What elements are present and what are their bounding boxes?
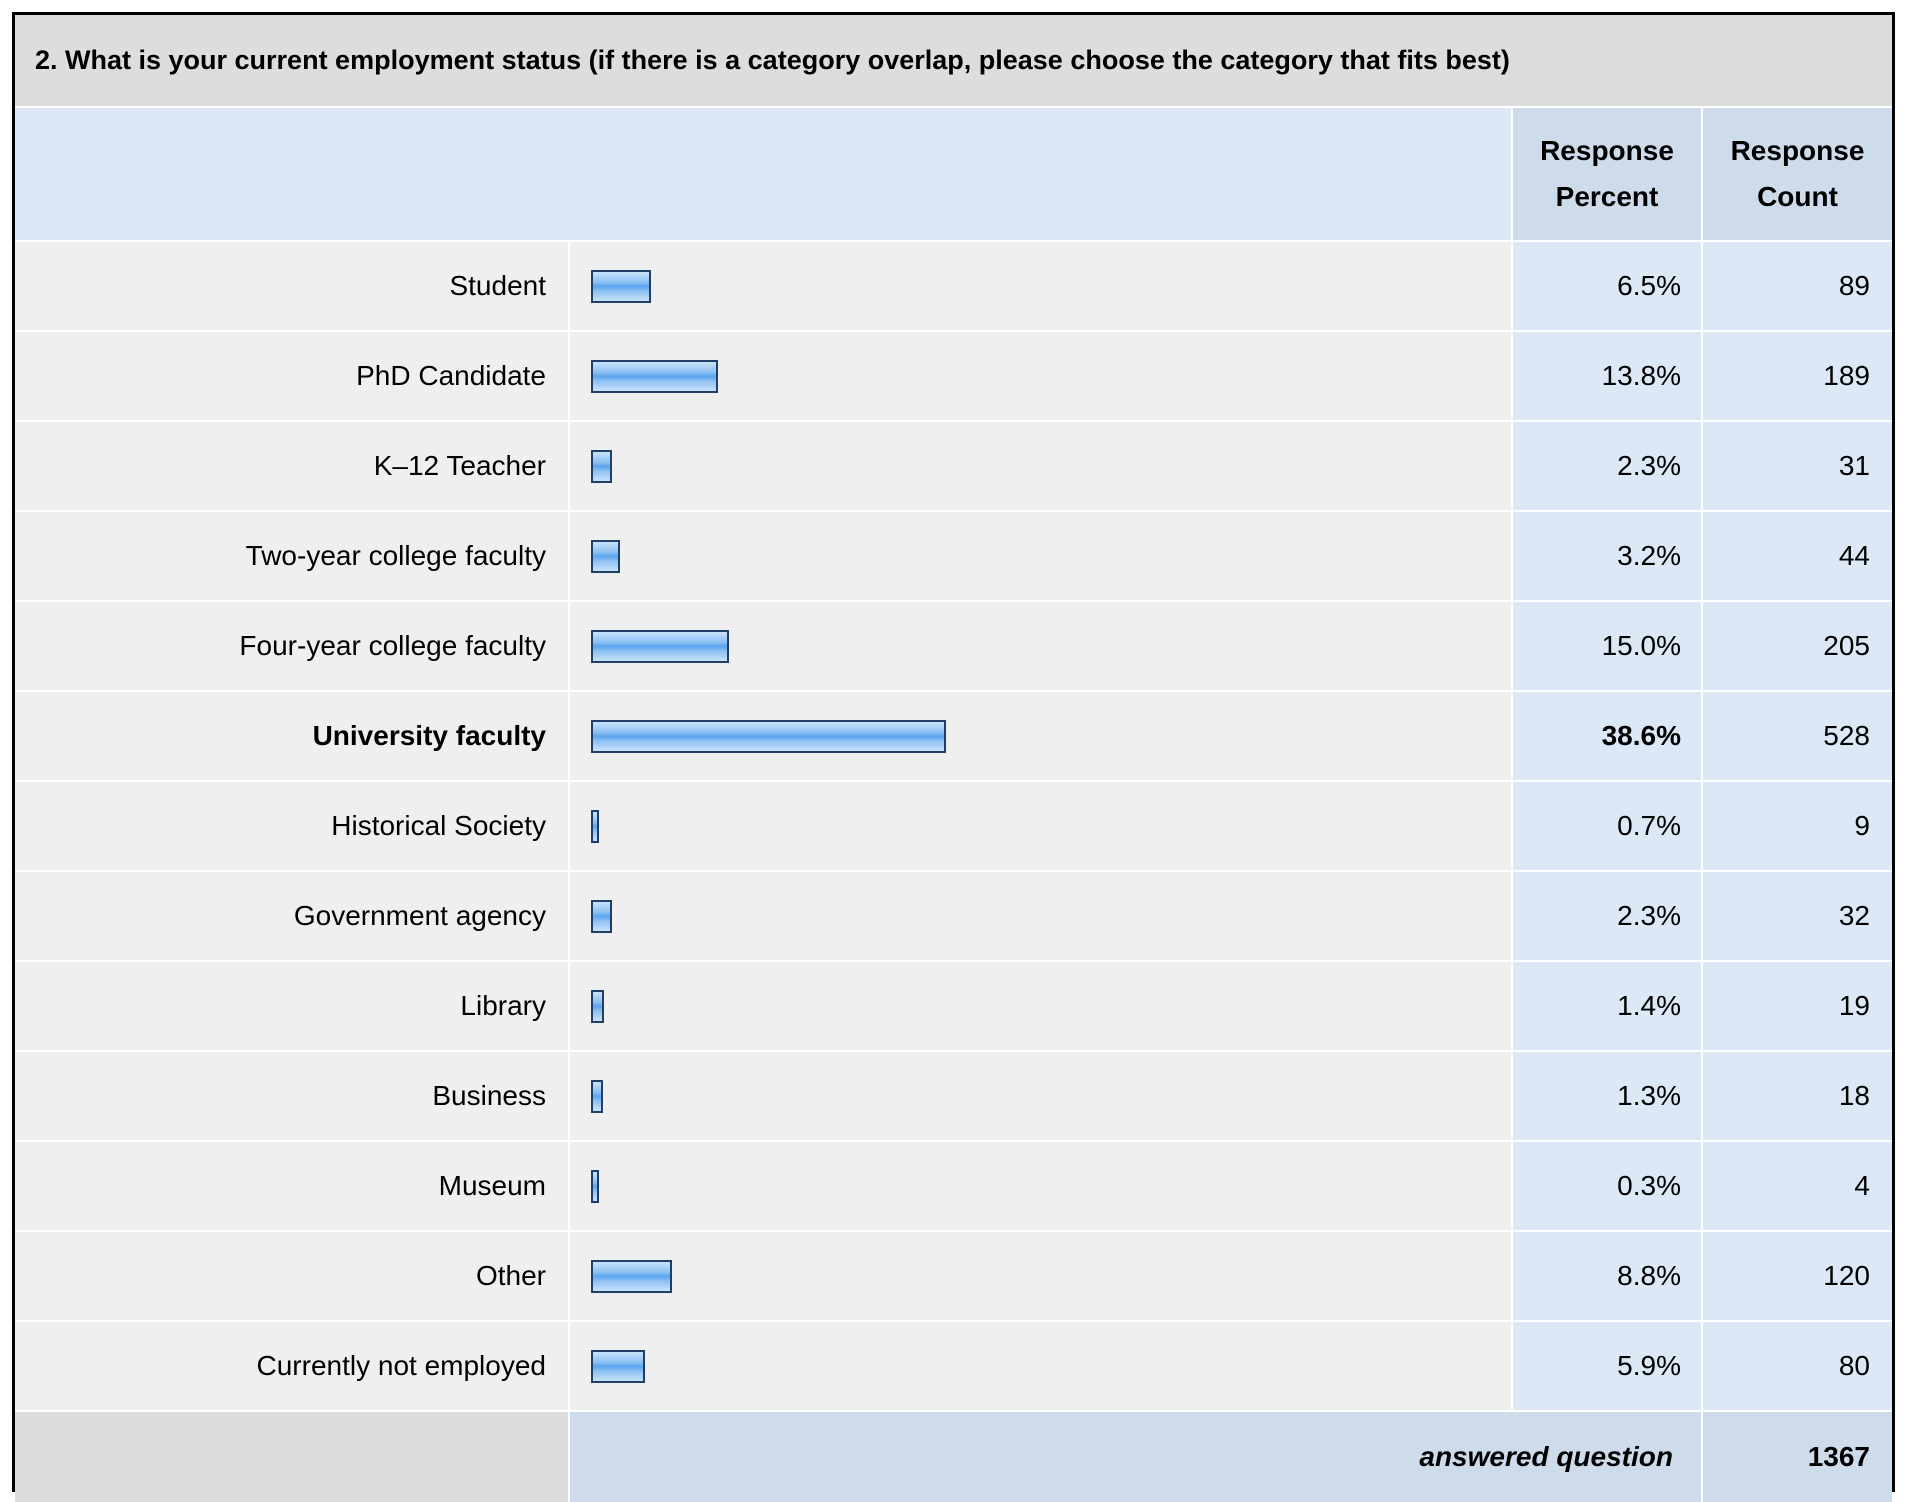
- bar-cell: [569, 420, 1512, 511]
- response-bar: [591, 1260, 672, 1293]
- response-percent: 6.5%: [1511, 240, 1702, 331]
- response-percent: 3.2%: [1511, 510, 1702, 601]
- table-row: Library 1.4% 19: [15, 960, 1892, 1051]
- response-bar: [591, 630, 729, 663]
- response-count: 44: [1701, 510, 1892, 601]
- answered-row-spacer: [15, 1410, 570, 1502]
- category-label: Government agency: [15, 870, 570, 961]
- response-percent: 1.4%: [1511, 960, 1702, 1051]
- table-row: Historical Society 0.7% 9: [15, 780, 1892, 871]
- category-label: Two-year college faculty: [15, 510, 570, 601]
- category-label: Currently not employed: [15, 1320, 570, 1411]
- answered-question-label: answered question: [569, 1410, 1702, 1502]
- bar-cell: [569, 1050, 1512, 1141]
- response-percent: 0.3%: [1511, 1140, 1702, 1231]
- response-bar: [591, 1080, 603, 1113]
- response-percent: 2.3%: [1511, 870, 1702, 961]
- question-title: 2. What is your current employment statu…: [15, 15, 1892, 108]
- table-row: K–12 Teacher 2.3% 31: [15, 420, 1892, 511]
- bar-cell: [569, 1230, 1512, 1321]
- header-count-line2: Count: [1757, 181, 1838, 212]
- table-row: PhD Candidate 13.8% 189: [15, 330, 1892, 421]
- response-bar: [591, 360, 718, 393]
- category-label: Business: [15, 1050, 570, 1141]
- bar-cell: [569, 690, 1512, 781]
- response-count: 19: [1701, 960, 1892, 1051]
- response-count: 9: [1701, 780, 1892, 871]
- response-bar: [591, 810, 599, 843]
- category-label: K–12 Teacher: [15, 420, 570, 511]
- header-blank: [15, 108, 1512, 241]
- response-bar: [591, 990, 604, 1023]
- answered-row: answered question 1367: [15, 1410, 1892, 1502]
- bar-cell: [569, 510, 1512, 601]
- category-label: Historical Society: [15, 780, 570, 871]
- category-label: Student: [15, 240, 570, 331]
- response-count: 80: [1701, 1320, 1892, 1411]
- bar-cell: [569, 960, 1512, 1051]
- table-row: Student 6.5% 89: [15, 240, 1892, 331]
- bar-cell: [569, 1140, 1512, 1231]
- header-count-line1: Response: [1730, 135, 1865, 166]
- answered-question-count: 1367: [1701, 1410, 1892, 1502]
- response-bar: [591, 540, 620, 573]
- response-count: 205: [1701, 600, 1892, 691]
- header-response-percent: Response Percent: [1511, 108, 1702, 241]
- response-percent: 2.3%: [1511, 420, 1702, 511]
- response-percent: 13.8%: [1511, 330, 1702, 421]
- table-row: Four-year college faculty 15.0% 205: [15, 600, 1892, 691]
- response-count: 89: [1701, 240, 1892, 331]
- response-rows: Student 6.5% 89 PhD Candidate 13.8% 189 K–12 T…: [15, 240, 1892, 1411]
- response-percent: 8.8%: [1511, 1230, 1702, 1321]
- category-label: University faculty: [15, 690, 570, 781]
- table-row: Business 1.3% 18: [15, 1050, 1892, 1141]
- response-bar: [591, 450, 612, 483]
- category-label: PhD Candidate: [15, 330, 570, 421]
- survey-question-panel: 2. What is your current employment statu…: [12, 12, 1895, 1502]
- table-row: University faculty 38.6% 528: [15, 690, 1892, 781]
- response-bar: [591, 900, 612, 933]
- response-percent: 5.9%: [1511, 1320, 1702, 1411]
- response-bar: [591, 270, 651, 303]
- response-bar: [591, 1350, 645, 1383]
- response-count: 189: [1701, 330, 1892, 421]
- category-label: Library: [15, 960, 570, 1051]
- table-row: Currently not employed 5.9% 80: [15, 1320, 1892, 1411]
- response-percent: 15.0%: [1511, 600, 1702, 691]
- table-row: Museum 0.3% 4: [15, 1140, 1892, 1231]
- bar-cell: [569, 870, 1512, 961]
- header-percent-line1: Response: [1540, 135, 1674, 166]
- response-table: Response Percent Response Count Student 6…: [15, 108, 1892, 1502]
- response-bar: [591, 1170, 599, 1203]
- response-percent: 38.6%: [1511, 690, 1702, 781]
- response-count: 528: [1701, 690, 1892, 781]
- response-count: 31: [1701, 420, 1892, 511]
- response-count: 18: [1701, 1050, 1892, 1141]
- header-response-count: Response Count: [1701, 108, 1892, 241]
- table-row: Two-year college faculty 3.2% 44: [15, 510, 1892, 601]
- response-percent: 0.7%: [1511, 780, 1702, 871]
- response-count: 120: [1701, 1230, 1892, 1321]
- table-row: Government agency 2.3% 32: [15, 870, 1892, 961]
- response-bar: [591, 720, 946, 753]
- bar-cell: [569, 240, 1512, 331]
- bar-cell: [569, 1320, 1512, 1411]
- bar-cell: [569, 780, 1512, 871]
- response-count: 32: [1701, 870, 1892, 961]
- header-percent-line2: Percent: [1555, 181, 1659, 212]
- category-label: Other: [15, 1230, 570, 1321]
- table-header-row: Response Percent Response Count: [15, 108, 1892, 241]
- response-count: 4: [1701, 1140, 1892, 1231]
- bar-cell: [569, 600, 1512, 691]
- category-label: Four-year college faculty: [15, 600, 570, 691]
- table-row: Other 8.8% 120: [15, 1230, 1892, 1321]
- response-percent: 1.3%: [1511, 1050, 1702, 1141]
- bar-cell: [569, 330, 1512, 421]
- category-label: Museum: [15, 1140, 570, 1231]
